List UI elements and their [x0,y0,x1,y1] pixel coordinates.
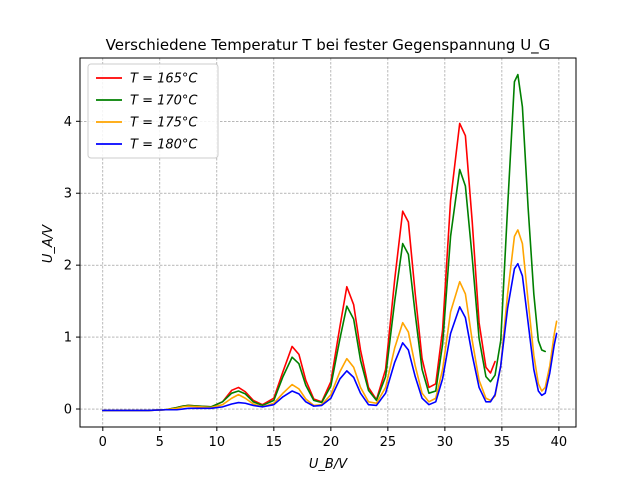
series-lines [102,73,558,412]
series-line-4 [102,262,558,412]
legend-entry: T = 165°C [130,72,198,87]
plot-frame [79,57,577,428]
legend: T = 165°C T = 170°C T = 175°C T = 180°C [87,63,219,159]
x-tick-label: 40 [551,435,568,450]
x-tick-label: 35 [494,435,511,450]
x-tick-label: 0 [99,435,107,450]
x-tick-label: 30 [437,435,454,450]
y-tick-label: 3 [64,187,72,202]
x-tick-label: 25 [380,435,397,450]
chart-title: Verschiedene Temperatur T bei fester Geg… [106,36,551,55]
y-tick-label: 4 [64,115,72,130]
x-axis-label: U_B/V [309,457,348,472]
legend-entry: T = 175°C [130,116,198,131]
y-axis-label: U_A/V [41,224,56,263]
axis-ticks: 0 5 10 15 20 25 30 35 40 0 1 2 3 4 [64,115,567,450]
legend-entry: T = 170°C [130,94,198,109]
series-line-3 [102,229,558,412]
y-tick-label: 1 [64,331,72,346]
x-tick-label: 5 [156,435,164,450]
y-tick-label: 0 [64,403,72,418]
legend-box [87,63,219,159]
x-tick-label: 20 [323,435,340,450]
legend-entry: T = 180°C [130,138,198,153]
x-tick-label: 10 [209,435,226,450]
y-tick-label: 2 [64,259,72,274]
series-line-2 [102,73,547,412]
x-tick-label: 15 [266,435,283,450]
